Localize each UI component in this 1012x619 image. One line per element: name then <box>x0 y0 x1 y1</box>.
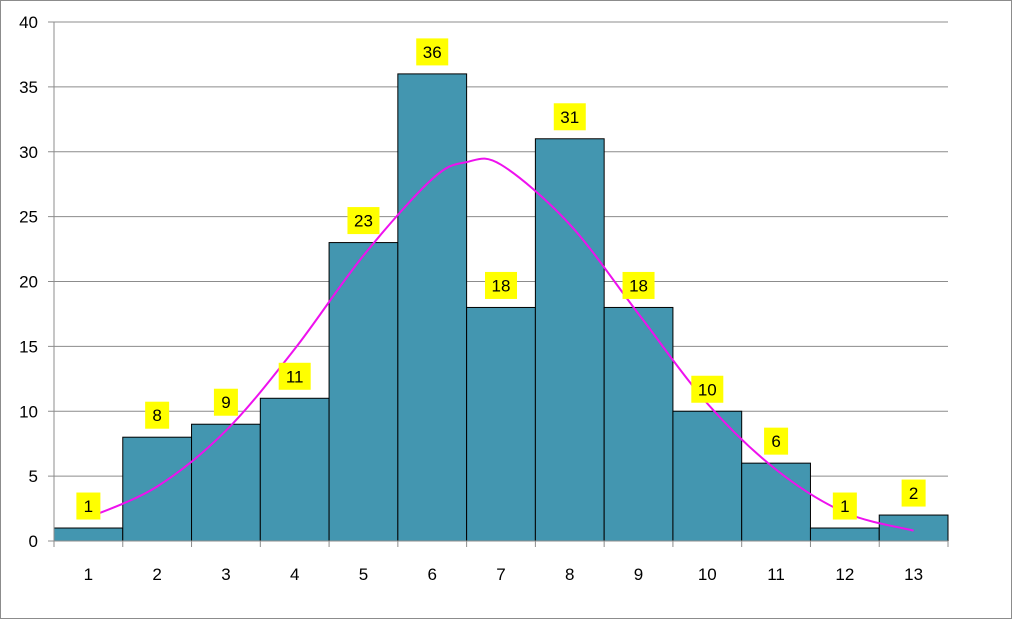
x-tick-label: 6 <box>427 565 436 584</box>
x-tick-label: 4 <box>290 565 299 584</box>
data-label: 10 <box>698 380 717 399</box>
x-tick-label: 7 <box>496 565 505 584</box>
data-label-box <box>416 38 449 66</box>
data-label: 23 <box>354 212 373 231</box>
histogram-bar <box>603 306 674 542</box>
histogram-bar <box>878 514 949 542</box>
data-label: 36 <box>423 43 442 62</box>
data-label: 31 <box>560 108 579 127</box>
x-tick-label: 8 <box>565 565 574 584</box>
data-label: 18 <box>492 276 511 295</box>
histogram-bar <box>53 527 124 542</box>
x-tick-label: 10 <box>698 565 717 584</box>
histogram-bar <box>809 527 880 542</box>
x-tick-label: 11 <box>767 565 785 584</box>
data-label-box <box>832 492 857 520</box>
y-tick-label: 25 <box>19 208 38 227</box>
data-label: 1 <box>84 497 93 516</box>
data-label-box <box>553 103 586 131</box>
x-tick-label: 9 <box>634 565 643 584</box>
data-label: 6 <box>771 432 780 451</box>
histogram-bar <box>397 73 468 542</box>
data-label-box <box>278 362 311 390</box>
data-label: 8 <box>152 406 161 425</box>
x-tick-label: 12 <box>835 565 854 584</box>
data-label: 2 <box>909 484 918 503</box>
data-label-box <box>213 388 238 416</box>
data-label-box <box>347 207 380 235</box>
histogram-bar <box>466 306 536 542</box>
data-label: 1 <box>840 497 849 516</box>
data-label-box <box>691 375 724 403</box>
bars <box>53 73 949 542</box>
x-tick-label: 2 <box>152 565 161 584</box>
histogram-bar <box>122 436 193 542</box>
histogram-bar <box>191 423 261 542</box>
trend-curve <box>87 157 914 532</box>
x-tick-label: 3 <box>221 565 230 584</box>
y-tick-label: 10 <box>19 402 38 421</box>
histogram-bar <box>741 462 811 542</box>
data-label-box <box>622 271 655 299</box>
data-label: 9 <box>221 393 230 412</box>
histogram-bar <box>534 138 605 542</box>
y-tick-label: 15 <box>19 337 38 356</box>
data-label-box <box>145 401 170 429</box>
y-tick-label: 5 <box>29 467 38 486</box>
data-label-box <box>901 479 926 507</box>
x-tick-label: 13 <box>904 565 923 584</box>
data-label-box <box>76 492 101 520</box>
data-label: 18 <box>629 276 648 295</box>
x-tick-label: 5 <box>359 565 368 584</box>
data-label-box <box>764 427 789 455</box>
y-tick-label: 20 <box>19 273 38 292</box>
data-label: 11 <box>286 367 304 386</box>
histogram-bar <box>259 397 330 542</box>
y-tick-label: 30 <box>19 143 38 162</box>
data-label-box <box>485 271 517 299</box>
y-tick-label: 0 <box>29 532 38 551</box>
y-tick-label: 40 <box>19 13 38 32</box>
x-tick-label: 1 <box>84 565 93 584</box>
trend-curve-line <box>87 157 914 532</box>
histogram-bar <box>328 242 399 542</box>
y-tick-label: 35 <box>19 78 38 97</box>
